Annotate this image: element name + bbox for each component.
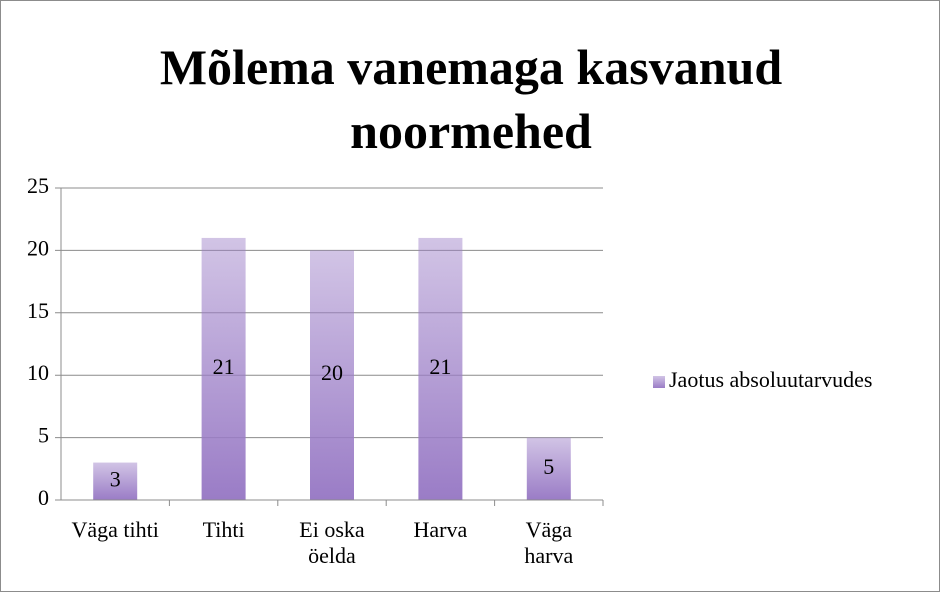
- data-label: 21: [213, 354, 235, 379]
- data-label: 3: [110, 466, 121, 491]
- legend-label: Jaotus absoluutarvudes: [669, 367, 872, 392]
- chart-title: Mõlema vanemaga kasvanud noormehed: [159, 39, 783, 159]
- data-label: 20: [321, 360, 343, 385]
- bar: [310, 250, 354, 500]
- y-tick-label: 15: [27, 298, 49, 323]
- legend-swatch: [653, 376, 665, 388]
- y-tick-label: 0: [38, 485, 49, 510]
- x-tick-label: Väga tihti: [71, 517, 159, 542]
- x-tick-label: Ei oska öelda: [299, 517, 365, 568]
- data-label: 5: [543, 454, 554, 479]
- y-tick-label: 5: [38, 423, 49, 448]
- data-label: 21: [429, 354, 451, 379]
- bar: [418, 237, 463, 501]
- x-tick-label: Väga harva: [524, 517, 574, 568]
- x-tick-label: Tihti: [202, 517, 245, 542]
- y-tick-label: 25: [27, 173, 49, 198]
- bar: [526, 437, 571, 500]
- bar: [93, 462, 138, 500]
- y-tick-label: 10: [27, 360, 49, 385]
- x-tick-label: Harva: [413, 517, 468, 542]
- bar: [201, 237, 246, 501]
- y-tick-label: 20: [27, 235, 49, 260]
